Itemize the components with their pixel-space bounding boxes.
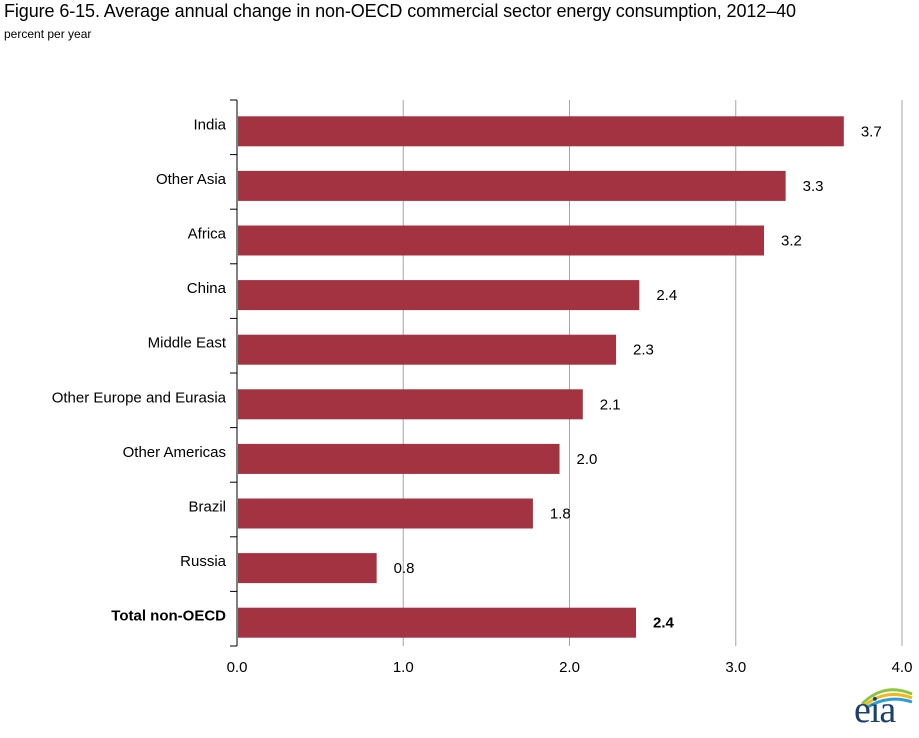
bar-9 [238,608,636,638]
bar-6 [238,444,560,474]
value-label-6: 2.0 [577,451,598,468]
category-label-1: Other Asia [156,171,227,188]
bar-4 [238,335,616,365]
category-label-5: Other Europe and Eurasia [52,389,227,406]
x-tick-label-3: 3.0 [725,659,746,676]
value-label-1: 3.3 [803,178,824,195]
x-tick-label-2: 2.0 [559,659,580,676]
bar-2 [238,226,764,256]
value-label-4: 2.3 [633,342,654,359]
bar-5 [238,389,583,419]
category-label-9: Total non-OECD [111,608,226,625]
x-tick-label-4: 4.0 [892,659,913,676]
category-label-3: China [187,280,227,297]
category-label-6: Other Americas [123,444,226,461]
category-label-0: India [193,116,226,133]
bar-0 [238,116,844,146]
x-tick-label-0: 0.0 [227,659,248,676]
value-label-8: 0.8 [394,560,415,577]
category-label-4: Middle East [148,335,227,352]
value-label-5: 2.1 [600,396,621,413]
category-label-8: Russia [180,553,227,570]
axes [230,100,237,646]
value-label-7: 1.8 [550,506,571,523]
bar-3 [238,280,639,310]
bar-7 [238,499,533,529]
category-label-2: Africa [188,226,227,243]
value-label-3: 2.4 [656,287,677,304]
value-label-9: 2.4 [653,615,675,632]
eia-logo-text: eia [854,690,895,730]
bars [238,116,844,637]
value-label-0: 3.7 [861,123,882,140]
eia-logo: eia [848,684,914,732]
bar-8 [238,553,377,583]
value-label-2: 3.2 [781,233,802,250]
category-label-7: Brazil [188,499,226,516]
x-tick-label-1: 1.0 [393,659,414,676]
bar-1 [238,171,786,201]
